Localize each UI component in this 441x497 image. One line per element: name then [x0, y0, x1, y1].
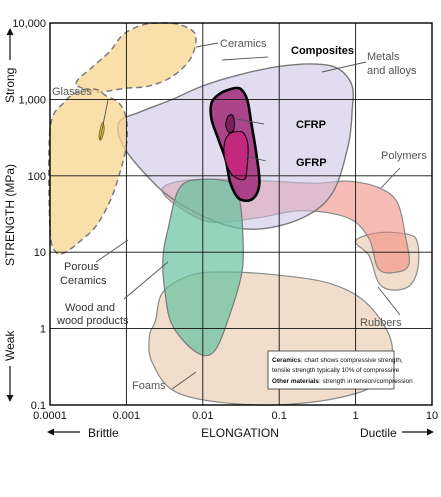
x-tick-label: 0.1: [272, 410, 287, 422]
y-axis-top-extreme: Strong: [3, 68, 17, 103]
label-porous: Porous: [64, 261, 99, 273]
x-axis-right-extreme: Ductile: [360, 426, 397, 440]
note-line-2: tensile strength typically 10% of compre…: [272, 367, 400, 374]
label-glasses: Glasses: [52, 86, 92, 98]
label-polymers: Polymers: [381, 150, 427, 162]
leader-line: [321, 61, 367, 73]
grid-lines: [50, 23, 432, 405]
y-axis-title: STRENGTH (MPa): [3, 164, 17, 266]
y-tick-label: 0.1: [31, 400, 46, 412]
y-axis-bottom-extreme: Weak: [3, 330, 17, 361]
note-line-3: Other materials: strength in tension/com…: [272, 378, 413, 385]
leader-line: [245, 155, 267, 162]
x-tick-label: 0.0001: [33, 410, 67, 422]
label-wood-products: wood products: [56, 315, 129, 327]
label-cfrp: CFRP: [296, 119, 326, 131]
note-line-1: Ceramics: chart shows compressive streng…: [272, 357, 403, 364]
leader-line: [221, 56, 269, 61]
y-tick-label: 1,000: [18, 94, 46, 106]
region-labels: Ceramics Composites Metals and alloys Glasse…: [52, 38, 427, 392]
x-tick-labels: 0.0001 0.001 0.01 0.1 1 10: [33, 410, 438, 422]
label-gfrp: GFRP: [296, 157, 327, 169]
x-tick-label: 0.01: [192, 410, 213, 422]
x-tick-label: 0.001: [113, 410, 141, 422]
material-regions: [48, 22, 420, 406]
region-porous-ceramics: [48, 88, 129, 256]
leader-line: [99, 99, 109, 141]
leader-line: [377, 286, 401, 316]
leader-line: [95, 239, 129, 263]
label-metals: Metals: [367, 51, 400, 63]
down-arrow-icon: [6, 366, 14, 402]
region-ceramics: [75, 22, 197, 94]
leader-line: [380, 167, 401, 189]
label-leader-lines: [95, 42, 401, 390]
x-axis-left-extreme: Brittle: [88, 426, 119, 440]
y-tick-label: 100: [28, 171, 46, 183]
label-rubbers: Rubbers: [360, 317, 402, 329]
label-ceramics: Ceramics: [60, 275, 107, 287]
leader-line: [171, 371, 197, 390]
up-arrow-icon: [6, 28, 14, 60]
leader-line: [123, 261, 169, 300]
label-and-alloys: and alloys: [367, 65, 417, 77]
left-arrow-icon: [47, 428, 80, 436]
y-tick-label: 10,000: [12, 18, 46, 30]
y-tick-label: 1: [40, 324, 46, 336]
label-wood-and: Wood and: [65, 302, 115, 314]
label-composites: Composites: [291, 45, 354, 57]
leader-line: [195, 42, 219, 48]
x-tick-label: 1: [353, 410, 359, 422]
leader-line: [235, 118, 265, 125]
label-foams: Foams: [132, 380, 166, 392]
plot-frame: [49, 22, 433, 406]
label-ceramics: Ceramics: [220, 38, 267, 50]
region-cfrp: [225, 114, 236, 134]
y-tick-label: 10: [34, 247, 46, 259]
x-axis-title: ELONGATION: [201, 426, 279, 440]
y-tick-labels: 0.1 1 10 100 1,000 10,000: [12, 18, 46, 412]
right-arrow-icon: [402, 428, 434, 436]
region-gfrp: [223, 130, 249, 181]
x-tick-label: 10: [426, 410, 438, 422]
note-box: Ceramics: chart shows compressive streng…: [267, 350, 413, 390]
